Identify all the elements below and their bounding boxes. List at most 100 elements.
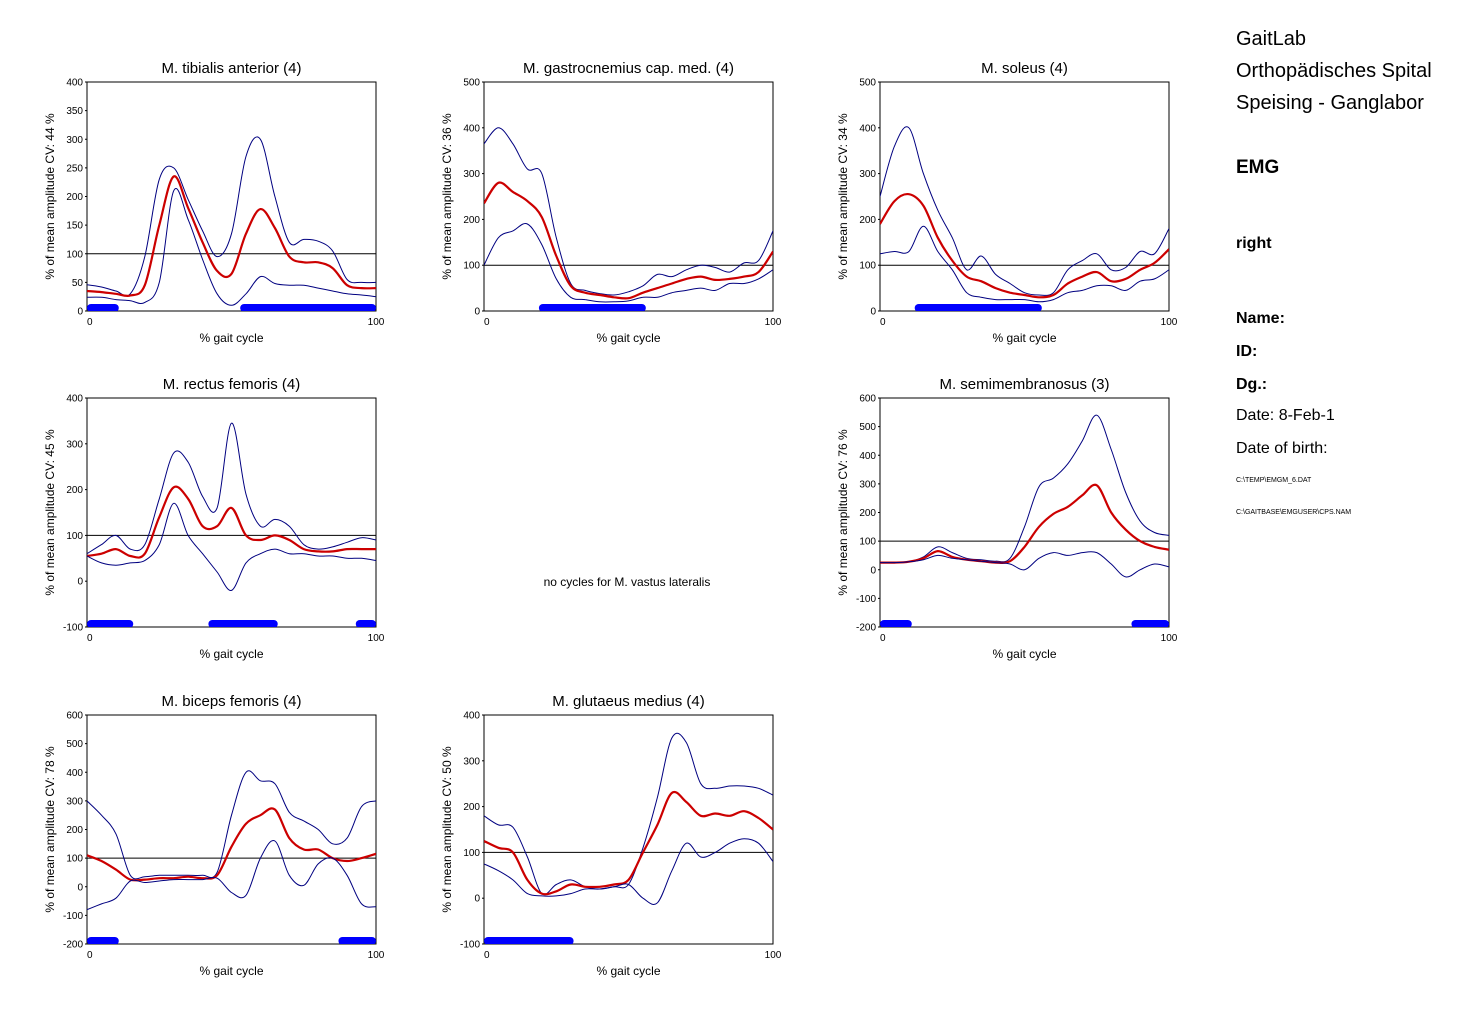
plot-frame <box>879 397 1170 628</box>
x-axis-label: % gait cycle <box>596 331 660 345</box>
dg-label: Dg.: <box>1236 376 1268 393</box>
y-tick-label: 100 <box>463 261 480 272</box>
x-axis-label: % gait cycle <box>992 331 1056 345</box>
upper-band-line <box>484 127 773 296</box>
lower-band-line <box>87 840 376 911</box>
date-value: 8-Feb-1 <box>1278 407 1335 424</box>
y-tick-label: 100 <box>859 261 876 272</box>
activity-bar <box>87 620 134 627</box>
activity-bar <box>208 620 278 627</box>
x-tick-label: 0 <box>880 633 886 644</box>
upper-band-line <box>87 422 376 555</box>
mean-line <box>87 175 376 298</box>
chart-title: M. rectus femoris (4) <box>163 376 301 393</box>
y-tick-label: 200 <box>66 192 83 203</box>
y-tick-label: -100 <box>856 594 876 605</box>
y-axis-label: % of mean amplitude CV: 76 % <box>836 429 850 596</box>
lower-band-line <box>484 838 773 905</box>
emg-chart-5: M. semimembranosus (3) -200 -100 0 100 200 300… <box>836 376 1178 661</box>
activity-bar <box>880 620 912 627</box>
y-tick-label: 400 <box>66 768 83 779</box>
data-file-path: C:\TEMP\EMGM_6.DAT <box>1236 477 1312 484</box>
y-tick-label: 200 <box>859 215 876 226</box>
y-axis-label: % of mean amplitude CV: 36 % <box>440 113 454 280</box>
upper-band-line <box>880 126 1169 296</box>
x-tick-label: 0 <box>484 950 490 961</box>
lab-name: GaitLab <box>1236 28 1307 50</box>
y-tick-label: 300 <box>859 169 876 180</box>
chart-title: M. soleus (4) <box>981 60 1068 77</box>
x-tick-label: 100 <box>765 317 782 328</box>
plot-frame <box>86 81 377 312</box>
y-tick-label: 250 <box>66 163 83 174</box>
activity-bar <box>914 304 1042 311</box>
y-tick-label: 200 <box>66 485 83 496</box>
x-tick-label: 0 <box>484 317 490 328</box>
y-tick-label: 500 <box>463 78 480 89</box>
activity-bar <box>87 937 119 944</box>
y-tick-label: 100 <box>859 537 876 548</box>
x-tick-label: 100 <box>765 950 782 961</box>
section-title: EMG <box>1236 157 1280 178</box>
activity-bar <box>240 304 376 311</box>
y-tick-label: 0 <box>77 307 83 318</box>
y-tick-label: 0 <box>77 882 83 893</box>
y-tick-label: 350 <box>66 106 83 117</box>
y-axis-label: % of mean amplitude CV: 44 % <box>43 113 57 280</box>
side-label: right <box>1236 235 1272 252</box>
x-tick-label: 100 <box>368 317 385 328</box>
lower-band-line <box>484 223 773 303</box>
x-tick-label: 0 <box>87 317 93 328</box>
date-row: Date: 8-Feb-1 <box>1236 407 1335 425</box>
y-tick-label: 400 <box>66 78 83 89</box>
chart-title: M. biceps femoris (4) <box>161 693 301 710</box>
x-tick-label: 0 <box>87 950 93 961</box>
plot-frame <box>879 81 1170 312</box>
plot-frame <box>483 714 774 945</box>
y-tick-label: 500 <box>859 78 876 89</box>
upper-band-line <box>484 732 773 896</box>
y-tick-label: 500 <box>66 739 83 750</box>
y-tick-label: 100 <box>66 249 83 260</box>
x-tick-label: 0 <box>87 633 93 644</box>
y-tick-label: -100 <box>63 911 83 922</box>
y-tick-label: 0 <box>77 577 83 588</box>
y-tick-label: 400 <box>859 451 876 462</box>
y-tick-label: 100 <box>66 854 83 865</box>
mean-line <box>484 181 773 300</box>
activity-bar <box>484 937 574 944</box>
x-tick-label: 100 <box>368 950 385 961</box>
x-tick-label: 100 <box>1161 317 1178 328</box>
y-tick-label: 100 <box>463 848 480 859</box>
activity-bar <box>1131 620 1169 627</box>
plot-frame <box>483 81 774 312</box>
mean-line <box>87 807 376 882</box>
plot-frame <box>86 714 377 945</box>
emg-chart-2: M. gastrocnemius cap. med. (4) 0 100 200 300… <box>440 60 782 345</box>
y-tick-label: -200 <box>856 623 876 634</box>
y-tick-label: 200 <box>66 825 83 836</box>
emg-chart-3: M. soleus (4) 0 100 200 300 400 500 0 100 % gait … <box>836 60 1178 345</box>
mean-line <box>87 485 376 559</box>
y-tick-label: 150 <box>66 221 83 232</box>
chart-title: M. tibialis anterior (4) <box>161 60 301 77</box>
emg-chart-6: M. biceps femoris (4) -200 -100 0 100 200 300 4… <box>43 693 385 978</box>
y-tick-label: 0 <box>870 565 876 576</box>
x-axis-label: % gait cycle <box>992 647 1056 661</box>
x-tick-label: 0 <box>880 317 886 328</box>
emg-chart-1: M. tibialis anterior (4) 0 50 100 150 200 250 3… <box>43 60 385 345</box>
x-tick-label: 100 <box>368 633 385 644</box>
no-cycles-message: no cycles for M. vastus lateralis <box>544 575 711 589</box>
upper-band-line <box>87 770 376 880</box>
name-label: Name: <box>1236 310 1285 327</box>
plot-frame <box>86 397 377 628</box>
y-tick-label: 0 <box>474 307 480 318</box>
emg-chart-7: M. glutaeus medius (4) -100 0 100 200 300 400 0… <box>440 693 782 978</box>
activity-bar <box>355 620 376 627</box>
activity-bar <box>538 304 646 311</box>
upper-band-line <box>87 136 376 297</box>
dob-label: Date of birth: <box>1236 440 1328 457</box>
y-axis-label: % of mean amplitude CV: 45 % <box>43 429 57 596</box>
y-tick-label: -200 <box>63 940 83 951</box>
chart-title: M. gastrocnemius cap. med. (4) <box>523 60 734 77</box>
